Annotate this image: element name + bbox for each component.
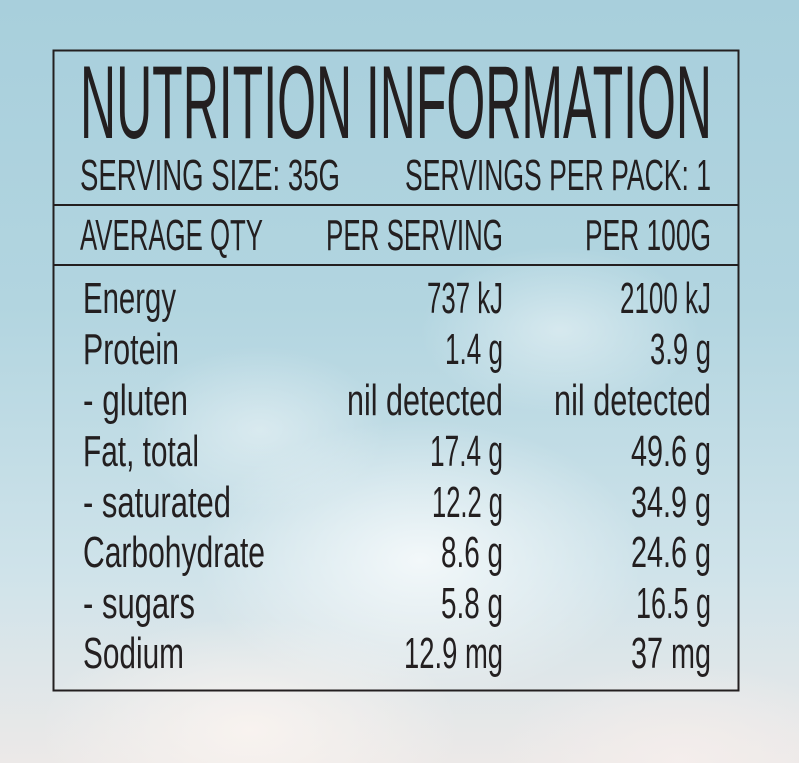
table-row: - sugars 5.8 g 16.5 g [83, 579, 711, 628]
row-label: - gluten [83, 376, 188, 425]
table-row: Sodium 12.9 mg 37 mg [83, 629, 711, 678]
row-label: Energy [83, 274, 176, 323]
per-serving-value: 1.4 g [445, 325, 503, 374]
servings-per-pack: SERVINGS PER PACK: 1 [405, 151, 711, 200]
per-serving-value: 737 kJ [427, 274, 503, 323]
row-label: - saturated [83, 478, 231, 527]
per-100g-value: 3.9 g [650, 325, 711, 374]
per-100g-value: 24.6 g [631, 528, 711, 577]
panel-border [52, 49, 740, 692]
per-serving-value: 17.4 g [430, 427, 503, 476]
table-row: - saturated 12.2 g 34.9 g [83, 478, 711, 527]
per-serving-value: nil detected [347, 376, 503, 425]
table-row: Energy 737 kJ 2100 kJ [83, 274, 711, 323]
column-header-per-100g: PER 100G [585, 211, 711, 260]
column-header-average-qty: AVERAGE QTY [80, 211, 263, 260]
per-serving-value: 12.2 g [432, 478, 503, 527]
per-100g-value: 49.6 g [631, 427, 711, 476]
serving-size: SERVING SIZE: 35G [80, 151, 340, 200]
per-100g-value: 34.9 g [631, 478, 711, 527]
table-row: Protein 1.4 g 3.9 g [83, 325, 711, 374]
row-label: - sugars [83, 579, 195, 628]
table-row: - gluten nil detected nil detected [83, 376, 711, 425]
per-100g-value: nil detected [554, 376, 711, 425]
per-serving-value: 12.9 mg [404, 629, 503, 678]
row-label: Carbohydrate [83, 528, 265, 577]
per-100g-value: 2100 kJ [620, 274, 711, 323]
panel-title: NUTRITION INFORMATION [80, 45, 712, 161]
table-row: Carbohydrate 8.6 g 24.6 g [83, 528, 711, 577]
row-label: Fat, total [83, 427, 199, 476]
table-row: Fat, total 17.4 g 49.6 g [83, 427, 711, 476]
per-serving-value: 8.6 g [441, 528, 503, 577]
per-100g-value: 37 mg [631, 629, 711, 678]
row-label: Protein [83, 325, 179, 374]
row-label: Sodium [83, 629, 184, 678]
per-100g-value: 16.5 g [636, 579, 711, 628]
per-serving-value: 5.8 g [441, 579, 503, 628]
column-header-per-serving: PER SERVING [326, 211, 503, 260]
